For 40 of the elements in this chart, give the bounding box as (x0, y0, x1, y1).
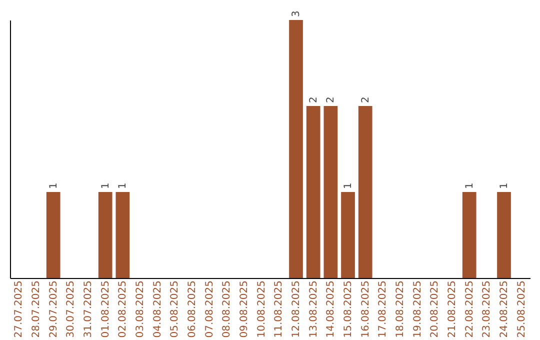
x-tick-label: 31.07.2025 (83, 280, 94, 338)
x-tick-label: 02.08.2025 (118, 280, 129, 338)
x-tick-label: 15.08.2025 (343, 280, 354, 338)
x-tick-label: 09.08.2025 (239, 280, 250, 338)
x-tick-label: 07.08.2025 (204, 280, 216, 338)
x-tick-label: 27.07.2025 (14, 280, 25, 338)
data-label: 2 (326, 96, 337, 103)
x-tick-label: 05.08.2025 (170, 280, 181, 338)
data-label: 1 (118, 182, 129, 189)
x-tick-label: 25.08.2025 (516, 280, 528, 338)
x-tick-label: 12.08.2025 (291, 280, 302, 338)
x-tick-label: 10.08.2025 (256, 280, 268, 338)
x-tick-label: 29.07.2025 (48, 280, 60, 338)
data-label: 1 (100, 182, 112, 189)
x-tick-label: 08.08.2025 (222, 280, 233, 338)
x-tick-label: 20.08.2025 (430, 280, 441, 338)
x-tick-label: 06.08.2025 (187, 280, 198, 338)
x-tick-label: 24.08.2025 (499, 280, 510, 338)
x-tick-label: 14.08.2025 (326, 280, 337, 338)
x-tick-label: 18.08.2025 (395, 280, 406, 338)
data-label: 2 (360, 96, 372, 103)
x-tick-label: 30.07.2025 (66, 280, 77, 338)
x-tick-label: 11.08.2025 (274, 280, 285, 338)
x-tick-label: 13.08.2025 (308, 280, 320, 338)
x-tick-label: 17.08.2025 (378, 280, 389, 338)
x-tick-label: 03.08.2025 (135, 280, 146, 338)
data-label: 1 (464, 182, 476, 189)
x-tick-label: 22.08.2025 (464, 280, 476, 338)
x-tick-label: 04.08.2025 (152, 280, 164, 338)
x-tick-label: 28.07.2025 (31, 280, 42, 338)
x-tick-label: 21.08.2025 (447, 280, 458, 338)
x-tick-label: 16.08.2025 (360, 280, 372, 338)
x-tick-label: 01.08.2025 (100, 280, 112, 338)
x-tick-label: 23.08.2025 (482, 280, 493, 338)
data-label: 2 (308, 96, 320, 103)
data-label: 3 (291, 10, 302, 17)
data-label: 1 (48, 182, 60, 189)
x-tick-label: 19.08.2025 (412, 280, 424, 338)
data-label: 1 (499, 182, 510, 189)
data-label: 1 (343, 182, 354, 189)
